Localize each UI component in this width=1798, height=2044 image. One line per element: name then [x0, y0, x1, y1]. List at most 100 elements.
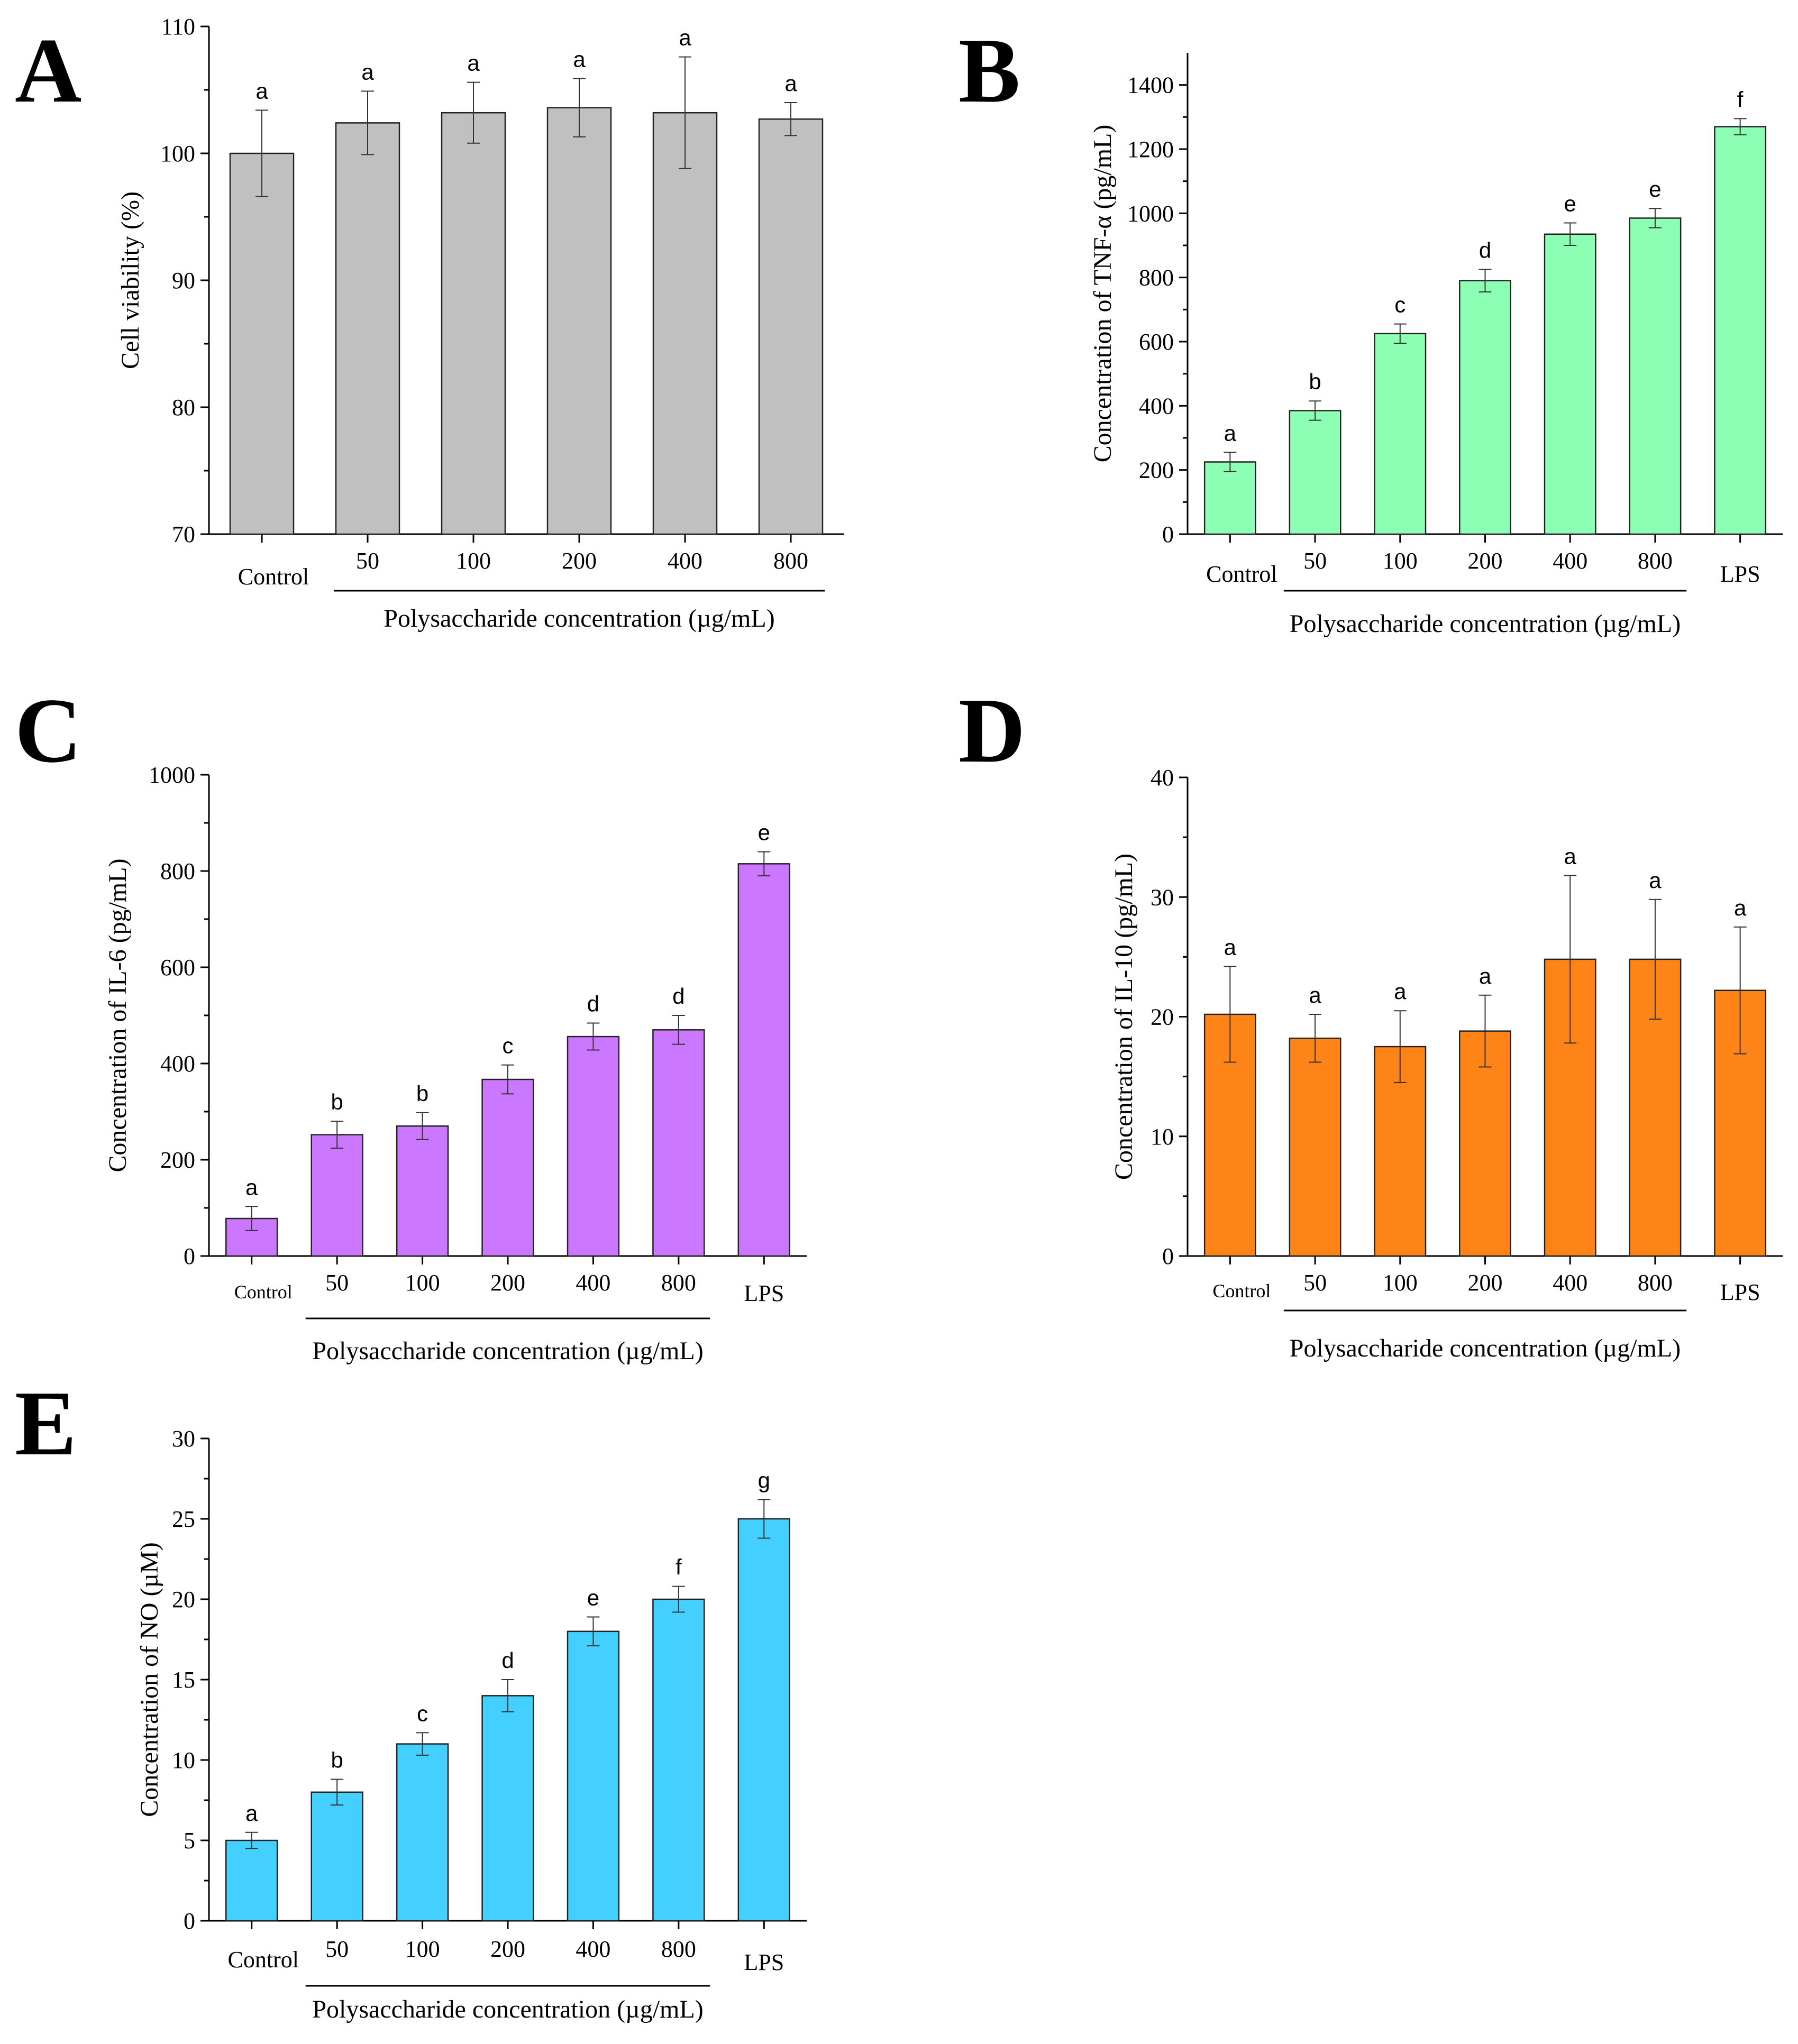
- bar-50: [1289, 1037, 1341, 1257]
- y-axis-title: Concentration of NO (µM): [135, 1542, 163, 1817]
- category-label: Control: [1212, 1280, 1271, 1301]
- significance-letter: a: [1224, 934, 1237, 959]
- bar-800: [1629, 217, 1682, 535]
- y-tick-label: 15: [172, 1667, 195, 1693]
- category-label: 100: [405, 1936, 440, 1962]
- significance-letter: f: [676, 1555, 682, 1580]
- category-label: 400: [576, 1270, 610, 1296]
- bar-800: [758, 118, 824, 535]
- category-label: 200: [562, 548, 597, 574]
- significance-letter: b: [1309, 369, 1321, 394]
- y-tick-label: 10: [172, 1747, 195, 1773]
- panel-letter-d: D: [959, 679, 1025, 782]
- significance-letter: b: [331, 1747, 343, 1772]
- bar-control: [225, 1839, 278, 1922]
- significance-letter: c: [417, 1701, 428, 1726]
- y-tick-label: 20: [172, 1587, 195, 1612]
- bar-lps: [737, 1518, 790, 1922]
- category-label: 800: [661, 1936, 696, 1962]
- y-tick-label: 800: [1139, 265, 1174, 291]
- category-label: 200: [490, 1936, 525, 1962]
- category-label: 800: [661, 1270, 696, 1296]
- bar-lps: [1714, 126, 1767, 535]
- significance-letter: e: [758, 820, 770, 845]
- category-label: LPS: [744, 1949, 784, 1975]
- category-label: LPS: [744, 1280, 784, 1306]
- significance-letter: e: [587, 1585, 599, 1610]
- bar-50: [335, 122, 400, 535]
- category-label: Control: [238, 564, 309, 590]
- y-axis-title: Concentration of TNF-α (pg/mL): [1089, 125, 1117, 463]
- category-label: 400: [1553, 1270, 1587, 1296]
- category-label: 800: [1638, 1270, 1673, 1296]
- y-tick-label: 0: [184, 1243, 195, 1269]
- category-label: 100: [405, 1270, 440, 1296]
- significance-letter: a: [1734, 895, 1747, 920]
- bar-400: [567, 1035, 620, 1257]
- chart-tnf-alpha: 0 200 400 600 800 1000 1200 1400 a Control b 50 c 100…: [1089, 53, 1783, 638]
- significance-letter: a: [1309, 983, 1321, 1007]
- y-tick-label: 5: [184, 1828, 195, 1854]
- bar-400: [652, 112, 718, 535]
- bar-100: [1374, 333, 1427, 535]
- y-tick-label: 0: [1162, 521, 1174, 547]
- bar-800: [652, 1598, 705, 1922]
- y-tick-label: 1400: [1127, 72, 1174, 98]
- category-label: 100: [456, 548, 491, 574]
- y-tick-label: 110: [161, 14, 195, 40]
- y-tick-label: 200: [1139, 457, 1174, 483]
- chart-il-6: 0 200 400 600 800 1000 a Control b 50 b 100 c 200 d 400…: [104, 762, 807, 1365]
- y-tick-label: 1000: [149, 762, 195, 788]
- panel-letter-c: C: [15, 679, 81, 782]
- chart-no: 0 5 10 15 20 25 30 a Control b 50 c 100 d 200 e 400 f 800 g…: [135, 1426, 807, 2023]
- bar-200: [546, 107, 612, 535]
- significance-letter: a: [1394, 979, 1407, 1004]
- panel-letter-b: B: [959, 19, 1020, 122]
- category-label: 200: [490, 1270, 525, 1296]
- panel-letter-e: E: [15, 1372, 77, 1474]
- bar-control: [1203, 461, 1256, 535]
- significance-letter: e: [1564, 191, 1576, 216]
- y-axis-title: Concentration of IL-10 (pg/mL): [1110, 854, 1138, 1180]
- significance-letter: a: [467, 51, 480, 76]
- significance-letter: b: [331, 1089, 343, 1114]
- significance-letter: d: [1479, 238, 1491, 263]
- bar-100: [396, 1743, 449, 1922]
- y-tick-label: 400: [1139, 393, 1174, 419]
- significance-letter: a: [679, 25, 691, 50]
- x-axis-title: Polysaccharide concentration (µg/mL): [312, 1995, 703, 2023]
- x-axis-title: Polysaccharide concentration (µg/mL): [384, 604, 774, 633]
- chart-il-10: 0 10 20 30 40 a Control a 50 a 100 a 200 a 400 a 800 a LPS…: [1110, 765, 1783, 1362]
- significance-letter: a: [245, 1801, 258, 1826]
- category-label: 50: [325, 1936, 349, 1962]
- significance-letter: a: [361, 59, 374, 84]
- category-label: 100: [1383, 548, 1418, 574]
- y-tick-label: 400: [160, 1051, 195, 1077]
- y-tick-label: 1200: [1127, 136, 1174, 162]
- significance-letter: a: [1479, 964, 1492, 988]
- bar-400: [1544, 233, 1596, 535]
- category-label: Control: [234, 1281, 293, 1303]
- y-tick-label: 800: [160, 858, 195, 884]
- category-label: 50: [1303, 1270, 1327, 1296]
- bar-800: [652, 1029, 705, 1257]
- y-tick-label: 30: [1151, 884, 1174, 910]
- chart-cell-viability: 70 80 90 100 110 a Control a 50 a 100 a 200 a 400 a 800 P…: [116, 14, 844, 633]
- significance-letter: a: [1649, 868, 1662, 893]
- significance-letter: a: [784, 71, 797, 96]
- significance-letter: c: [503, 1033, 514, 1058]
- category-label: 800: [773, 548, 808, 574]
- category-label: 400: [576, 1936, 610, 1962]
- y-tick-label: 0: [184, 1908, 195, 1934]
- y-tick-label: 20: [1151, 1004, 1174, 1030]
- bar-100: [396, 1125, 449, 1257]
- panel-letter-a: A: [15, 19, 81, 122]
- category-label: 400: [668, 548, 702, 574]
- y-tick-label: 600: [160, 955, 195, 980]
- x-axis-title: Polysaccharide concentration (µg/mL): [312, 1337, 703, 1365]
- y-axis-title: Cell viability (%): [116, 191, 144, 369]
- bar-400: [567, 1630, 620, 1922]
- bar-50: [1289, 410, 1341, 535]
- y-axis-title: Concentration of IL-6 (pg/mL): [104, 858, 132, 1172]
- y-tick-label: 90: [172, 268, 195, 294]
